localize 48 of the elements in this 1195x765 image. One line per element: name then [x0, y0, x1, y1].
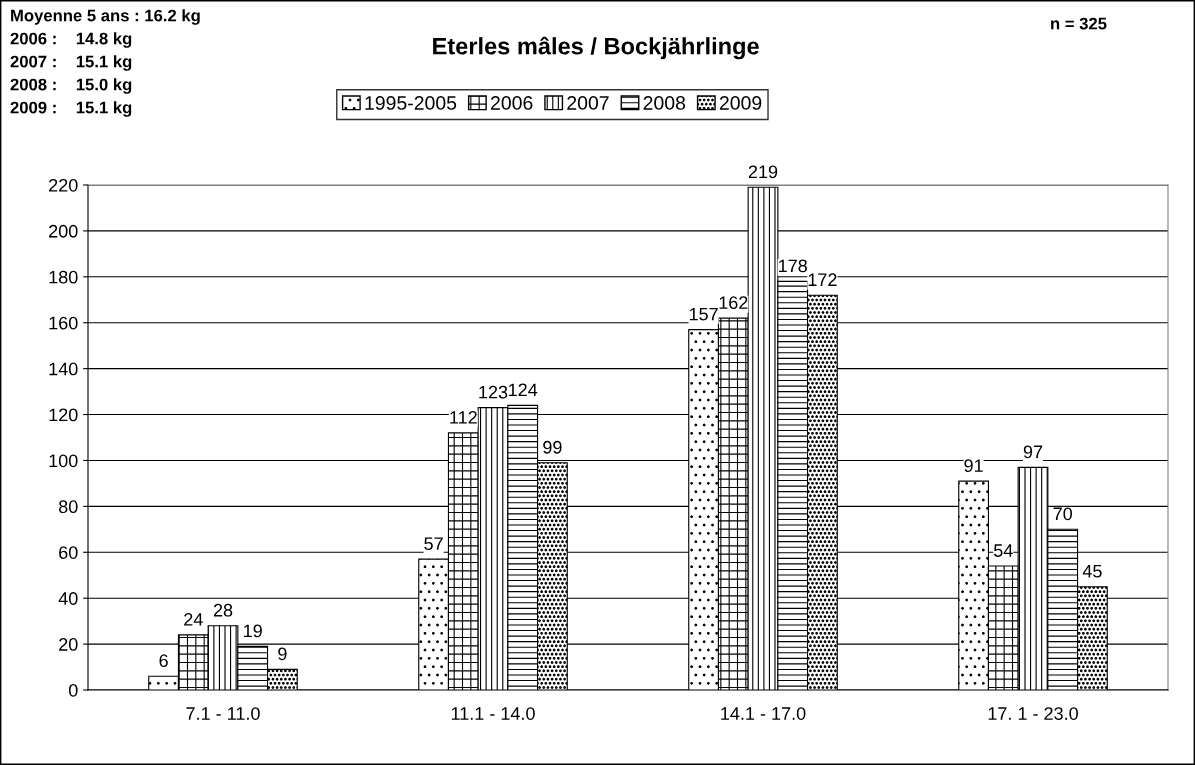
data-label: 54: [993, 544, 1013, 557]
legend-label: 2006: [491, 96, 533, 110]
legend-label: 2008: [643, 96, 686, 110]
data-label: 123: [479, 385, 508, 399]
legend-label: 2007: [567, 96, 609, 110]
x-tick-label: 14.1 - 17.0: [721, 707, 806, 720]
data-label: 70: [1053, 507, 1073, 521]
data-label: 157: [689, 307, 718, 321]
y-tick-label: 220: [49, 178, 78, 192]
y-tick-label: 120: [49, 408, 78, 422]
y-tick-label: 160: [49, 316, 78, 330]
text: Moyenne 5 ans : 16.2 kg: [11, 9, 200, 25]
x-tick-label: 11.1 - 14.0: [451, 707, 535, 720]
y-tick-label: 80: [58, 500, 78, 514]
y-tick-label: 60: [59, 546, 78, 559]
data-label: 9: [278, 647, 287, 661]
y-tick-label: 180: [49, 270, 78, 284]
y-tick-label: 140: [49, 362, 78, 376]
legend-label: 1995-2005: [365, 96, 457, 110]
data-label: 19: [244, 624, 262, 638]
text: 2008 : 15.0 kg: [10, 78, 132, 94]
text: 2007 : 15.1 kg: [10, 55, 132, 71]
y-tick-label: 100: [49, 454, 78, 468]
data-label: 219: [748, 165, 778, 179]
data-label: 28: [213, 603, 233, 617]
data-label: 57: [424, 537, 443, 551]
data-label: 24: [184, 613, 203, 626]
y-tick-label: 200: [49, 224, 78, 238]
legend-label: 2009: [719, 96, 762, 110]
data-label: 99: [543, 440, 562, 454]
data-label: 91: [964, 459, 983, 472]
data-label: 97: [1023, 445, 1043, 459]
x-tick-label: 7.1 - 11.0: [186, 707, 260, 720]
x-tick-label: 17. 1 - 23.0: [988, 707, 1078, 720]
y-tick-label: 20: [59, 638, 78, 651]
y-tick-label: 40: [58, 592, 78, 605]
data-label: 112: [450, 411, 477, 424]
data-label: 178: [779, 259, 807, 273]
data-label: 162: [719, 296, 748, 310]
text: n = 325: [1051, 17, 1107, 30]
data-label: 45: [1082, 564, 1102, 578]
data-label: 6: [159, 654, 168, 668]
text: 2009 : 15.1 kg: [10, 101, 132, 117]
text: 2006 : 14.8 kg: [10, 32, 132, 48]
y-tick-label: 0: [68, 683, 78, 697]
data-label: 172: [808, 273, 837, 286]
data-label: 124: [509, 383, 538, 397]
chart-title: Eterles mâles / Bockjährlinge: [433, 36, 759, 60]
